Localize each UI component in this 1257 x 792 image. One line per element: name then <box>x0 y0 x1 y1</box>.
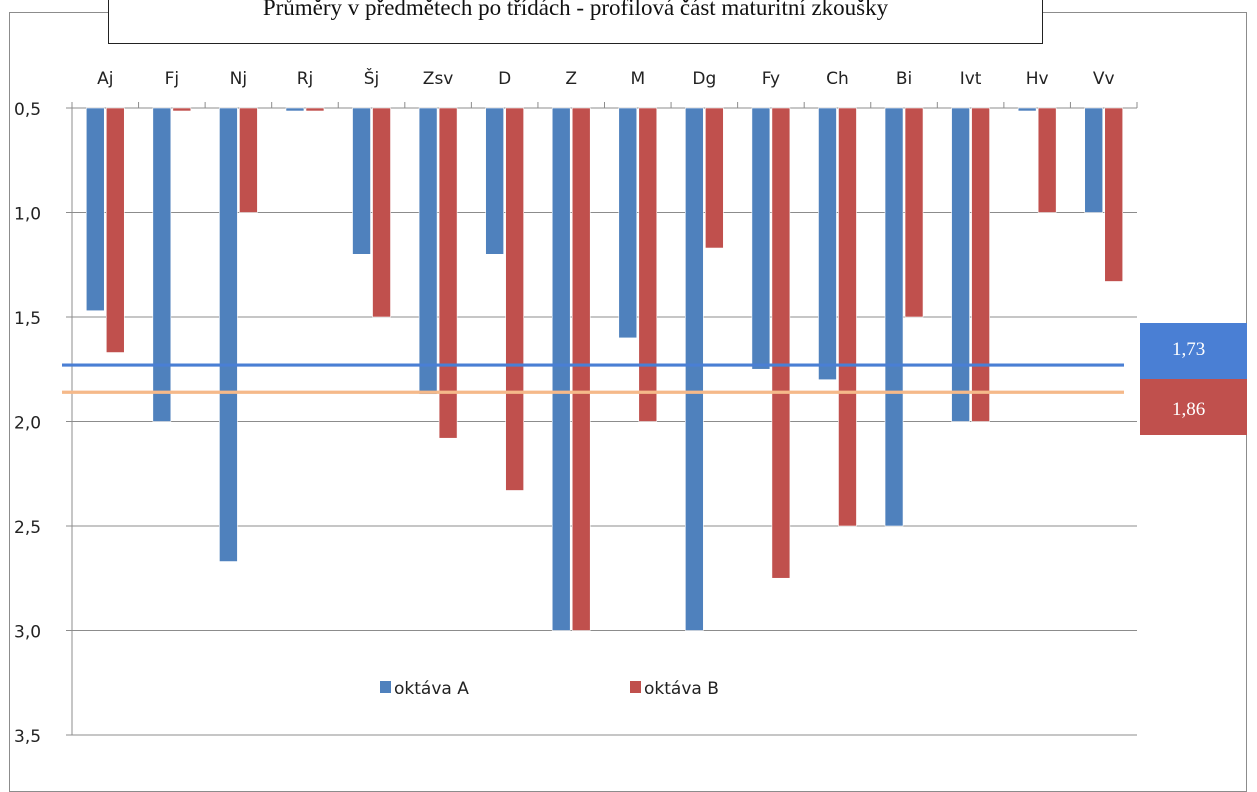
x-tick-label: D <box>498 69 511 89</box>
x-tick-label: Fj <box>165 69 180 89</box>
x-tick-label: Fy <box>762 69 780 89</box>
bar-oktava-b <box>971 107 990 422</box>
x-tick-label: Šj <box>364 67 380 89</box>
bar-oktava-a <box>818 107 837 381</box>
x-tick-label: Zsv <box>423 69 454 89</box>
bar-oktava-b <box>838 107 857 527</box>
bar-oktava-b <box>1037 107 1057 213</box>
x-tick-label: Rj <box>297 69 314 89</box>
bar-oktava-b <box>1104 107 1124 282</box>
y-tick-label: 1,5 <box>14 309 41 329</box>
bar-oktava-a <box>951 107 970 422</box>
bar-oktava-a <box>219 107 238 562</box>
average-label-oktava-a: 1,73 <box>1140 323 1247 379</box>
bar-oktava-b <box>904 107 924 318</box>
y-tick-label: 3,0 <box>14 623 41 643</box>
bar-oktava-b <box>771 107 791 579</box>
x-tick-label: Ch <box>826 69 849 89</box>
y-tick-label: 0,5 <box>14 100 41 120</box>
bar-oktava-a <box>551 107 571 631</box>
bar-oktava-a <box>751 107 771 370</box>
bar-oktava-a <box>352 107 371 255</box>
bar-oktava-a <box>618 107 638 339</box>
y-tick-label: 1,0 <box>14 205 41 225</box>
x-tick-label: Nj <box>230 69 247 89</box>
legend-swatch <box>630 681 641 693</box>
legend-swatch <box>380 681 391 693</box>
x-tick-label: Hv <box>1026 69 1049 89</box>
chart-title: Průměry v předmětech po třídách - profil… <box>262 0 889 20</box>
bar-oktava-b <box>172 107 192 112</box>
bar-oktava-b <box>638 107 658 422</box>
chart-title-box: Průměry v předmětech po třídách - profil… <box>108 0 1043 44</box>
legend-label: oktáva B <box>644 679 719 699</box>
bar-oktava-a <box>418 107 438 395</box>
bar-oktava-b <box>239 107 258 213</box>
bar-oktava-a <box>884 107 904 527</box>
x-tick-label: Aj <box>97 69 113 89</box>
bar-oktava-a <box>1084 107 1104 213</box>
x-tick-label: Ivt <box>960 69 982 89</box>
bar-oktava-a <box>85 107 105 312</box>
bar-oktava-a <box>485 107 504 255</box>
bar-oktava-b <box>705 107 724 249</box>
bar-oktava-a <box>152 107 172 422</box>
bar-oktava-a <box>1017 107 1037 112</box>
bar-oktava-b <box>372 107 391 318</box>
bar-oktava-a <box>285 107 305 112</box>
bar-oktava-b <box>438 107 458 439</box>
y-tick-label: 2,0 <box>14 414 41 434</box>
average-label-oktava-b: 1,86 <box>1140 379 1247 435</box>
x-tick-label: Dg <box>692 69 716 89</box>
x-tick-label: Vv <box>1093 69 1115 89</box>
bar-oktava-a <box>685 107 704 631</box>
bar-oktava-b <box>105 107 125 353</box>
x-tick-label: Bi <box>896 69 912 89</box>
y-tick-label: 3,5 <box>14 727 41 747</box>
x-tick-label: Z <box>565 69 577 89</box>
bar-oktava-b <box>571 107 591 631</box>
bar-oktava-b <box>505 107 524 491</box>
y-tick-label: 2,5 <box>14 518 41 538</box>
legend-label: oktáva A <box>394 679 469 699</box>
bar-oktava-b <box>305 107 325 112</box>
x-tick-label: M <box>630 69 645 89</box>
